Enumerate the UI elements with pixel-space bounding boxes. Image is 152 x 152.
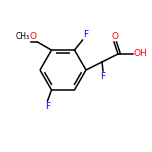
Text: F: F	[83, 30, 89, 39]
Text: OH: OH	[134, 50, 148, 59]
Text: O: O	[112, 32, 119, 41]
Text: CH₃: CH₃	[15, 32, 29, 41]
Text: O: O	[29, 32, 36, 41]
Text: F: F	[45, 102, 50, 111]
Text: F: F	[100, 72, 105, 81]
